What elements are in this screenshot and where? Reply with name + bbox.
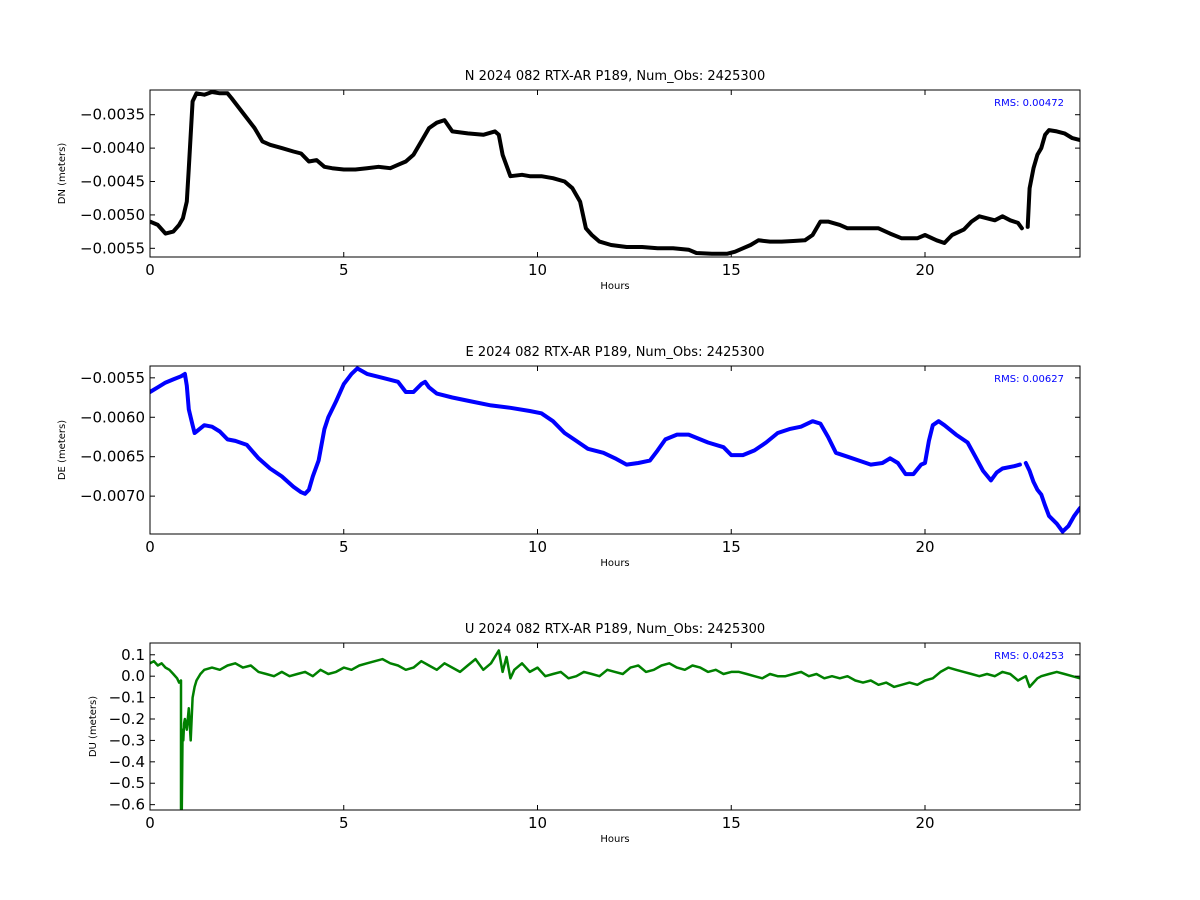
north-xtick-label: 5	[339, 261, 349, 279]
up-xtick-label: 15	[722, 814, 741, 832]
up-xtick-label: 10	[528, 814, 547, 832]
up-xtick-label: 5	[339, 814, 349, 832]
east-ytick-label: −0.0055	[80, 369, 145, 387]
east-xtick-label: 15	[722, 538, 741, 556]
north-xtick-label: 0	[145, 261, 155, 279]
north-xtick-label: 15	[722, 261, 741, 279]
up-ytick-label: −0.2	[109, 710, 145, 728]
up-axes-frame	[149, 642, 1081, 811]
up-ytick-label: −0.1	[109, 689, 145, 707]
north-ytick-label: −0.0045	[80, 173, 145, 191]
up-yaxis-label: DU (meters)	[88, 696, 99, 757]
east-series-line	[150, 366, 1022, 496]
east-xtick-label: 20	[915, 538, 934, 556]
up-ytick-label: −0.3	[109, 731, 145, 749]
east-ytick-label: −0.0070	[80, 487, 145, 505]
east-xtick-label: 10	[528, 538, 547, 556]
up-ytick-label: −0.5	[109, 774, 145, 792]
up-xtick-label: 0	[145, 814, 155, 832]
east-panel: E 2024 082 RTX-AR P189, Num_Obs: 2425300…	[57, 345, 1081, 569]
up-ytick-label: −0.6	[109, 796, 145, 814]
east-xaxis-label: Hours	[600, 558, 629, 569]
up-xaxis-label: Hours	[600, 834, 629, 845]
up-xtick-label: 20	[915, 814, 934, 832]
north-xaxis-label: Hours	[600, 281, 629, 292]
east-ytick-label: −0.0060	[80, 408, 145, 426]
north-ytick-label: −0.0035	[80, 106, 145, 124]
north-panel: N 2024 082 RTX-AR P189, Num_Obs: 2425300…	[57, 69, 1081, 292]
east-xtick-label: 5	[339, 538, 349, 556]
north-series-line	[1025, 128, 1080, 229]
east-series-line	[1023, 461, 1080, 534]
north-ytick-label: −0.0055	[80, 239, 145, 257]
east-yaxis-label: DE (meters)	[57, 420, 68, 480]
north-xtick-label: 20	[915, 261, 934, 279]
up-panel: U 2024 082 RTX-AR P189, Num_Obs: 2425300…	[88, 622, 1081, 845]
north-ytick-label: −0.0050	[80, 206, 145, 224]
north-xtick-label: 10	[528, 261, 547, 279]
up-title: U 2024 082 RTX-AR P189, Num_Obs: 2425300	[465, 622, 765, 637]
north-axes-frame	[149, 89, 1081, 258]
east-xtick-label: 0	[145, 538, 155, 556]
up-rms-annotation: RMS: 0.04253	[994, 651, 1064, 662]
east-rms-annotation: RMS: 0.00627	[994, 374, 1064, 385]
up-ytick-label: 0.0	[121, 667, 145, 685]
east-axes-frame	[149, 365, 1081, 535]
north-yaxis-label: DN (meters)	[57, 143, 68, 205]
up-series-line	[150, 649, 1080, 810]
up-ytick-label: 0.1	[121, 646, 145, 664]
up-ytick-label: −0.4	[109, 753, 145, 771]
east-title: E 2024 082 RTX-AR P189, Num_Obs: 2425300	[466, 345, 765, 360]
north-rms-annotation: RMS: 0.00472	[994, 98, 1064, 109]
north-ytick-label: −0.0040	[80, 139, 145, 157]
east-ytick-label: −0.0065	[80, 448, 145, 466]
north-series-line	[150, 90, 1024, 256]
north-title: N 2024 082 RTX-AR P189, Num_Obs: 2425300	[465, 69, 765, 84]
